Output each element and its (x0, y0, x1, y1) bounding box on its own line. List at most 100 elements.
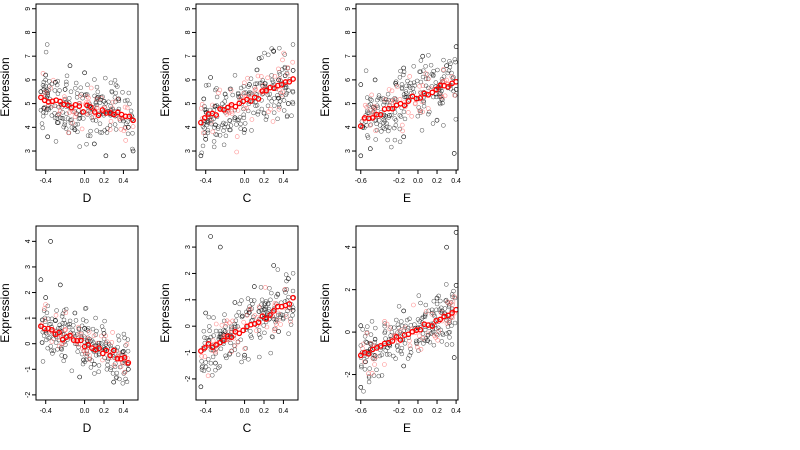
data-point (413, 338, 419, 344)
y-axis-label: Expression (158, 283, 172, 342)
data-point-red (418, 346, 424, 352)
fit-point (67, 332, 73, 339)
data-point (290, 99, 295, 105)
y-tick-label: 0 (25, 342, 32, 346)
data-point (382, 99, 387, 105)
y-axis-label: Expression (0, 283, 12, 342)
data-point (103, 153, 109, 159)
data-point (384, 352, 390, 357)
data-point (55, 78, 60, 84)
y-tick-label: -1 (185, 349, 192, 355)
data-point (379, 129, 384, 134)
data-point-red (276, 66, 281, 72)
data-point (230, 92, 235, 98)
fit-point (417, 95, 424, 101)
data-point (399, 319, 404, 324)
data-point (449, 292, 455, 297)
data-point (78, 85, 83, 90)
data-point (397, 75, 403, 80)
data-point (203, 136, 208, 142)
data-point (88, 128, 93, 134)
data-point (104, 130, 110, 135)
data-point (381, 112, 387, 118)
data-point (389, 144, 394, 150)
data-point (453, 59, 458, 65)
data-point (453, 283, 458, 288)
data-point (438, 298, 443, 304)
data-point (365, 95, 370, 100)
fit-point (221, 106, 227, 113)
data-point (227, 118, 233, 124)
data-point-red (280, 89, 286, 95)
data-point (217, 133, 223, 138)
fit-point (57, 98, 63, 105)
data-point (202, 126, 207, 131)
data-point (128, 108, 134, 114)
data-point (379, 373, 385, 378)
data-point-red (44, 90, 50, 96)
fit-point (99, 350, 106, 357)
data-point (374, 367, 379, 373)
data-point-red (78, 93, 83, 99)
data-point (55, 112, 60, 118)
data-point (255, 109, 261, 115)
data-point (372, 336, 378, 342)
data-point-red (62, 327, 68, 332)
data-point (253, 99, 258, 105)
data-point (440, 97, 445, 102)
data-point (269, 73, 274, 78)
fit-point (425, 91, 432, 98)
data-point-red (210, 129, 216, 135)
data-point-red (103, 333, 108, 339)
data-point (368, 332, 374, 337)
data-point (105, 358, 110, 364)
data-point (363, 359, 368, 365)
data-point (286, 88, 291, 93)
data-point (198, 384, 204, 390)
data-point (58, 115, 63, 121)
data-point (279, 312, 285, 318)
x-tick-label: 0.4 (279, 178, 289, 185)
data-point (69, 368, 75, 374)
data-point (67, 96, 72, 101)
fit-point (76, 103, 83, 109)
data-point (63, 126, 69, 131)
data-point (213, 87, 218, 93)
data-point (393, 356, 398, 361)
fit-point (393, 334, 400, 340)
data-point (55, 120, 60, 125)
data-point-red (210, 338, 216, 344)
data-point (367, 340, 373, 346)
data-point (282, 85, 288, 91)
data-point (43, 295, 49, 300)
data-point (438, 101, 443, 107)
data-point-red (277, 76, 282, 81)
data-point (103, 340, 109, 346)
data-point (367, 366, 372, 371)
data-point-red (123, 126, 128, 131)
data-point-red (224, 318, 230, 324)
data-point-red (111, 362, 117, 368)
data-point (290, 308, 296, 313)
data-point (59, 345, 64, 350)
data-point-red (87, 356, 92, 362)
data-point (59, 325, 65, 330)
data-point (50, 351, 55, 356)
data-point (421, 68, 426, 73)
data-point-red (123, 138, 128, 143)
data-point (380, 125, 386, 130)
data-point-red (452, 92, 457, 98)
data-point (102, 128, 107, 133)
data-point (247, 82, 252, 87)
data-point (419, 315, 425, 321)
data-point-red (205, 373, 211, 379)
data-point (382, 126, 387, 131)
data-point-red (230, 318, 235, 324)
fit-point (429, 89, 436, 96)
data-point (453, 230, 458, 235)
data-point (123, 376, 128, 382)
data-point (234, 122, 239, 127)
data-point (453, 87, 458, 92)
data-point (358, 323, 364, 329)
data-point (227, 118, 232, 123)
